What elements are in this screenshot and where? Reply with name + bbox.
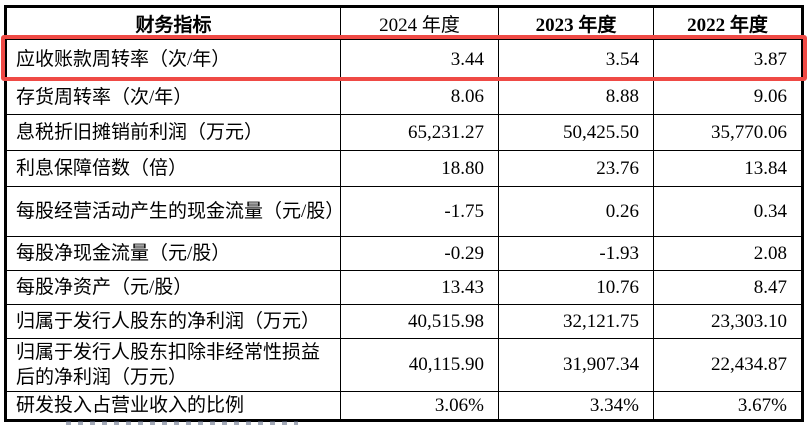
value-cell: 9.06 bbox=[653, 79, 803, 115]
value-cell: 3.87 bbox=[653, 39, 803, 80]
header-row: 财务指标 2024 年度 2023 年度 2022 年度 bbox=[5, 6, 803, 40]
table-row-net-assets-per-share: 每股净资产（元/股） 13.43 10.76 8.47 bbox=[5, 270, 803, 305]
value-cell: 23.76 bbox=[498, 150, 654, 187]
clipped-caption-fragment bbox=[66, 421, 298, 425]
column-header-2024: 2024 年度 bbox=[340, 6, 499, 40]
value-cell: -1.75 bbox=[340, 186, 499, 237]
value-cell: 50,425.50 bbox=[498, 114, 654, 151]
value-cell: 18.80 bbox=[340, 150, 499, 187]
indicator-cell: 归属于发行人股东的净利润（万元） bbox=[5, 304, 341, 339]
indicator-cell: 存货周转率（次/年） bbox=[5, 79, 341, 115]
value-cell: -0.29 bbox=[340, 236, 499, 271]
financial-indicators-table: 财务指标 2024 年度 2023 年度 2022 年度 应收账款周转率（次/年… bbox=[4, 5, 804, 422]
indicator-cell: 每股净资产（元/股） bbox=[5, 270, 341, 305]
value-cell: 13.84 bbox=[653, 150, 803, 187]
value-cell: 40,115.90 bbox=[340, 338, 499, 392]
table-row-inventory-turnover: 存货周转率（次/年） 8.06 8.88 9.06 bbox=[5, 79, 803, 115]
indicator-cell: 息税折旧摊销前利润（万元） bbox=[5, 114, 341, 151]
table-row-net-profit: 归属于发行人股东的净利润（万元） 40,515.98 32,121.75 23,… bbox=[5, 304, 803, 339]
table-row-interest-coverage: 利息保障倍数（倍） 18.80 23.76 13.84 bbox=[5, 150, 803, 187]
value-cell: 8.47 bbox=[653, 270, 803, 305]
value-cell: 31,907.34 bbox=[498, 338, 654, 392]
column-header-indicator: 财务指标 bbox=[5, 6, 341, 40]
table-row-ebitda: 息税折旧摊销前利润（万元） 65,231.27 50,425.50 35,770… bbox=[5, 114, 803, 151]
indicator-cell: 每股净现金流量（元/股） bbox=[5, 236, 341, 271]
value-cell: 8.88 bbox=[498, 79, 654, 115]
value-cell: -1.93 bbox=[498, 236, 654, 271]
table-row-receivables-turnover: 应收账款周转率（次/年） 3.44 3.54 3.87 bbox=[5, 39, 803, 80]
table-row-net-profit-excl-nonrecurring: 归属于发行人股东扣除非经常性损益后的净利润（万元） 40,115.90 31,9… bbox=[5, 338, 803, 392]
indicator-cell: 利息保障倍数（倍） bbox=[5, 150, 341, 187]
value-cell: 0.26 bbox=[498, 186, 654, 237]
table-row-rd-revenue-ratio: 研发投入占营业收入的比例 3.06% 3.34% 3.67% bbox=[5, 391, 803, 421]
value-cell: 23,303.10 bbox=[653, 304, 803, 339]
value-cell: 0.34 bbox=[653, 186, 803, 237]
value-cell: 8.06 bbox=[340, 79, 499, 115]
value-cell: 3.44 bbox=[340, 39, 499, 80]
indicator-cell: 归属于发行人股东扣除非经常性损益后的净利润（万元） bbox=[5, 338, 341, 392]
value-cell: 10.76 bbox=[498, 270, 654, 305]
indicator-cell: 应收账款周转率（次/年） bbox=[5, 39, 341, 80]
value-cell: 2.08 bbox=[653, 236, 803, 271]
table-row-net-cashflow-per-share: 每股净现金流量（元/股） -0.29 -1.93 2.08 bbox=[5, 236, 803, 271]
column-header-2022: 2022 年度 bbox=[653, 6, 803, 40]
value-cell: 13.43 bbox=[340, 270, 499, 305]
value-cell: 22,434.87 bbox=[653, 338, 803, 392]
table-row-operating-cashflow-per-share: 每股经营活动产生的现金流量（元/股） -1.75 0.26 0.34 bbox=[5, 186, 803, 237]
indicator-cell: 每股经营活动产生的现金流量（元/股） bbox=[5, 186, 341, 237]
indicator-cell: 研发投入占营业收入的比例 bbox=[5, 391, 341, 421]
value-cell: 3.34% bbox=[498, 391, 654, 421]
value-cell: 32,121.75 bbox=[498, 304, 654, 339]
value-cell: 3.06% bbox=[340, 391, 499, 421]
value-cell: 65,231.27 bbox=[340, 114, 499, 151]
value-cell: 35,770.06 bbox=[653, 114, 803, 151]
value-cell: 3.54 bbox=[498, 39, 654, 80]
column-header-2023: 2023 年度 bbox=[498, 6, 654, 40]
value-cell: 3.67% bbox=[653, 391, 803, 421]
value-cell: 40,515.98 bbox=[340, 304, 499, 339]
